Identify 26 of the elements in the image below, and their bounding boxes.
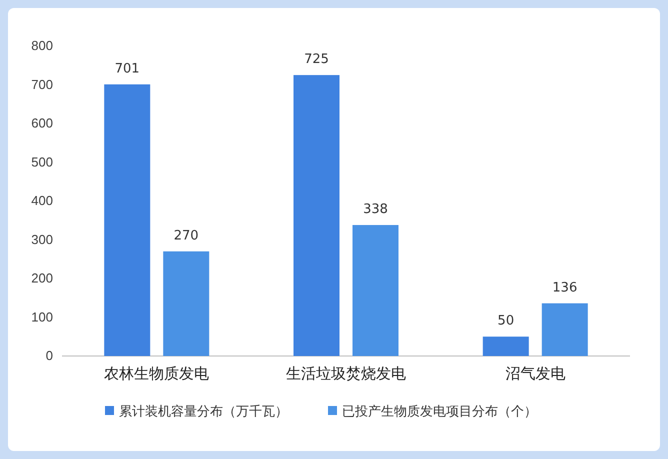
data-label: 50 xyxy=(498,314,514,329)
y-tick-label: 800 xyxy=(31,38,53,54)
legend-label: 累计装机容量分布（万千瓦） xyxy=(119,404,288,420)
data-label: 136 xyxy=(552,280,578,296)
bar xyxy=(104,84,150,356)
y-tick-label: 100 xyxy=(31,309,53,324)
data-label: 701 xyxy=(114,61,140,76)
x-tick-label: 农林生物质发电 xyxy=(104,366,210,383)
bar xyxy=(294,75,340,356)
bar xyxy=(352,225,398,356)
y-tick-label: 300 xyxy=(31,232,53,247)
y-tick-label: 600 xyxy=(31,116,53,131)
y-tick-label: 500 xyxy=(31,154,53,170)
bar xyxy=(163,251,210,356)
bar xyxy=(482,336,529,356)
y-tick-label: 0 xyxy=(46,348,53,364)
data-label: 338 xyxy=(363,202,388,218)
data-label: 270 xyxy=(174,228,199,244)
y-tick-label: 200 xyxy=(31,270,53,286)
y-tick-label: 400 xyxy=(31,193,53,208)
x-tick-label: 生活垃圾焚烧发电 xyxy=(286,366,406,383)
data-label: 725 xyxy=(304,52,329,68)
y-tick-label: 700 xyxy=(31,76,53,92)
x-tick-label: 沼气发电 xyxy=(505,366,566,383)
bar xyxy=(542,303,588,356)
legend-label: 已投产生物质发电项目分布（个） xyxy=(342,404,537,420)
